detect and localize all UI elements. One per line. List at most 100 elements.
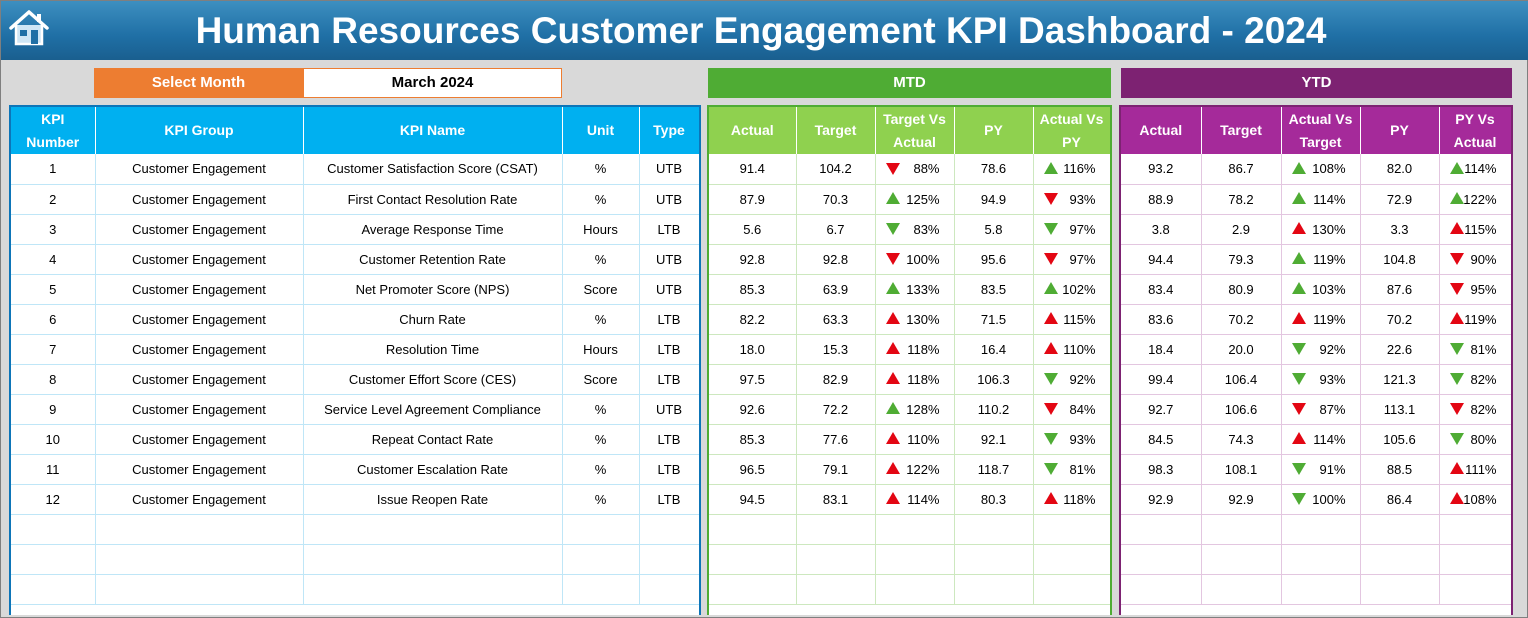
mtd-target-vs-actual-value: 83% — [913, 221, 940, 237]
kpi-type: UTB — [639, 394, 699, 425]
kpi-unit: % — [562, 304, 640, 335]
empty-cell — [562, 514, 640, 545]
mtd-actual: 5.6 — [709, 214, 797, 245]
ytd-py-vs-actual: 95% — [1439, 274, 1511, 305]
mtd-table-panel: Actual Target Target Vs Actual PY Actual… — [707, 105, 1112, 615]
ytd-section-header: YTD — [1121, 68, 1512, 98]
ytd-py-vs-actual-value: 82% — [1470, 401, 1497, 417]
kpi-name: Customer Escalation Rate — [303, 454, 563, 485]
mtd-py: 106.3 — [954, 364, 1034, 395]
kpi-name: First Contact Resolution Rate — [303, 184, 563, 215]
arrow-down-icon — [1043, 403, 1058, 415]
mtd-actual-vs-py-value: 92% — [1069, 371, 1096, 387]
ytd-actual-vs-target-value: 114% — [1313, 431, 1346, 447]
ytd-py: 113.1 — [1360, 394, 1440, 425]
ytd-actual-vs-target-value: 130% — [1312, 221, 1346, 237]
table-row: 12 Customer Engagement Issue Reopen Rate% L… — [11, 484, 699, 515]
ytd-target: 106.6 — [1201, 394, 1282, 425]
ytd-py-vs-actual: 122% — [1439, 184, 1511, 215]
mtd-py: 94.9 — [954, 184, 1034, 215]
ytd-actual-vs-target-value: 100% — [1312, 491, 1346, 507]
arrow-up-icon — [885, 192, 900, 204]
empty-cell — [639, 514, 699, 545]
table-row: 3 Customer Engagement Average Response Tim… — [11, 214, 699, 245]
mtd-target-vs-actual: 110% — [875, 424, 955, 455]
month-select[interactable]: March 2024 — [303, 68, 562, 98]
mtd-target-vs-actual: 118% — [875, 364, 955, 395]
empty-cell — [1121, 544, 1202, 575]
table-row: 97.5 82.9 118% 106.3 92% — [709, 364, 1110, 395]
mtd-actual: 92.8 — [709, 244, 797, 275]
empty-cell — [11, 574, 96, 605]
mtd-py: 5.8 — [954, 214, 1034, 245]
ytd-target: 79.3 — [1201, 244, 1282, 275]
ytd-actual: 98.3 — [1121, 454, 1202, 485]
mtd-target: 79.1 — [796, 454, 876, 485]
mtd-target: 6.7 — [796, 214, 876, 245]
kpi-group: Customer Engagement — [95, 424, 304, 455]
mtd-actual-vs-py: 97% — [1033, 214, 1110, 245]
mtd-actual-vs-py-value: 81% — [1069, 461, 1096, 477]
kpi-group: Customer Engagement — [95, 184, 304, 215]
ytd-py-vs-actual-value: 122% — [1463, 191, 1497, 207]
arrow-down-icon — [885, 223, 900, 235]
kpi-number: 7 — [11, 334, 96, 365]
col-ytd-actual: Actual — [1121, 107, 1202, 154]
ytd-actual: 99.4 — [1121, 364, 1202, 395]
empty-cell — [1121, 514, 1202, 545]
kpi-type: UTB — [639, 154, 699, 185]
ytd-target: 20.0 — [1201, 334, 1282, 365]
ytd-py-vs-actual: 80% — [1439, 424, 1511, 455]
ytd-py: 3.3 — [1360, 214, 1440, 245]
ytd-py-vs-actual: 114% — [1439, 154, 1511, 185]
empty-cell — [1360, 544, 1440, 575]
ytd-table: Actual Target Actual Vs Target PY PY Vs … — [1121, 107, 1511, 605]
table-row: 99.4 106.4 93% 121.3 82% — [1121, 364, 1511, 395]
kpi-type: LTB — [639, 364, 699, 395]
ytd-py-vs-actual-value: 90% — [1470, 251, 1497, 267]
ytd-actual-vs-target: 130% — [1281, 214, 1361, 245]
ytd-py-vs-actual-value: 119% — [1464, 311, 1497, 327]
mtd-actual-vs-py: 97% — [1033, 244, 1110, 275]
mtd-actual-vs-py-value: 102% — [1062, 281, 1096, 297]
mtd-target-vs-actual-value: 118% — [907, 341, 940, 357]
mtd-py: 118.7 — [954, 454, 1034, 485]
ytd-py-vs-actual-value: 80% — [1470, 431, 1497, 447]
mtd-actual: 92.6 — [709, 394, 797, 425]
mtd-section-header: MTD — [708, 68, 1111, 98]
ytd-py: 82.0 — [1360, 154, 1440, 185]
ytd-actual-vs-target-value: 119% — [1313, 311, 1346, 327]
kpi-group: Customer Engagement — [95, 274, 304, 305]
arrow-up-icon — [1043, 492, 1058, 504]
ytd-target: 108.1 — [1201, 454, 1282, 485]
table-row: 18.4 20.0 92% 22.6 81% — [1121, 334, 1511, 365]
mtd-actual-vs-py-value: 97% — [1069, 221, 1096, 237]
mtd-actual-vs-py: 116% — [1033, 154, 1110, 185]
ytd-py-vs-actual-value: 111% — [1465, 461, 1497, 477]
mtd-actual: 87.9 — [709, 184, 797, 215]
kpi-number: 5 — [11, 274, 96, 305]
ytd-actual-vs-target: 114% — [1281, 184, 1361, 215]
kpi-type: LTB — [639, 454, 699, 485]
mtd-actual-vs-py-value: 110% — [1063, 341, 1096, 357]
empty-cell — [1360, 514, 1440, 545]
ytd-py: 87.6 — [1360, 274, 1440, 305]
kpi-number: 2 — [11, 184, 96, 215]
kpi-group: Customer Engagement — [95, 244, 304, 275]
ytd-actual-vs-target: 87% — [1281, 394, 1361, 425]
arrow-down-icon — [1291, 463, 1306, 475]
table-row: 18.0 15.3 118% 16.4 110% — [709, 334, 1110, 365]
kpi-number: 10 — [11, 424, 96, 455]
kpi-number: 1 — [11, 154, 96, 185]
mtd-target-vs-actual-value: 114% — [907, 491, 940, 507]
arrow-up-icon — [885, 312, 900, 324]
home-icon[interactable] — [7, 8, 51, 48]
empty-row — [1121, 514, 1511, 545]
empty-cell — [1033, 514, 1110, 545]
kpi-group: Customer Engagement — [95, 454, 304, 485]
ytd-actual-vs-target-value: 108% — [1312, 161, 1346, 177]
mtd-py: 80.3 — [954, 484, 1034, 515]
table-row: 3.8 2.9 130% 3.3 115% — [1121, 214, 1511, 245]
mtd-actual: 85.3 — [709, 274, 797, 305]
